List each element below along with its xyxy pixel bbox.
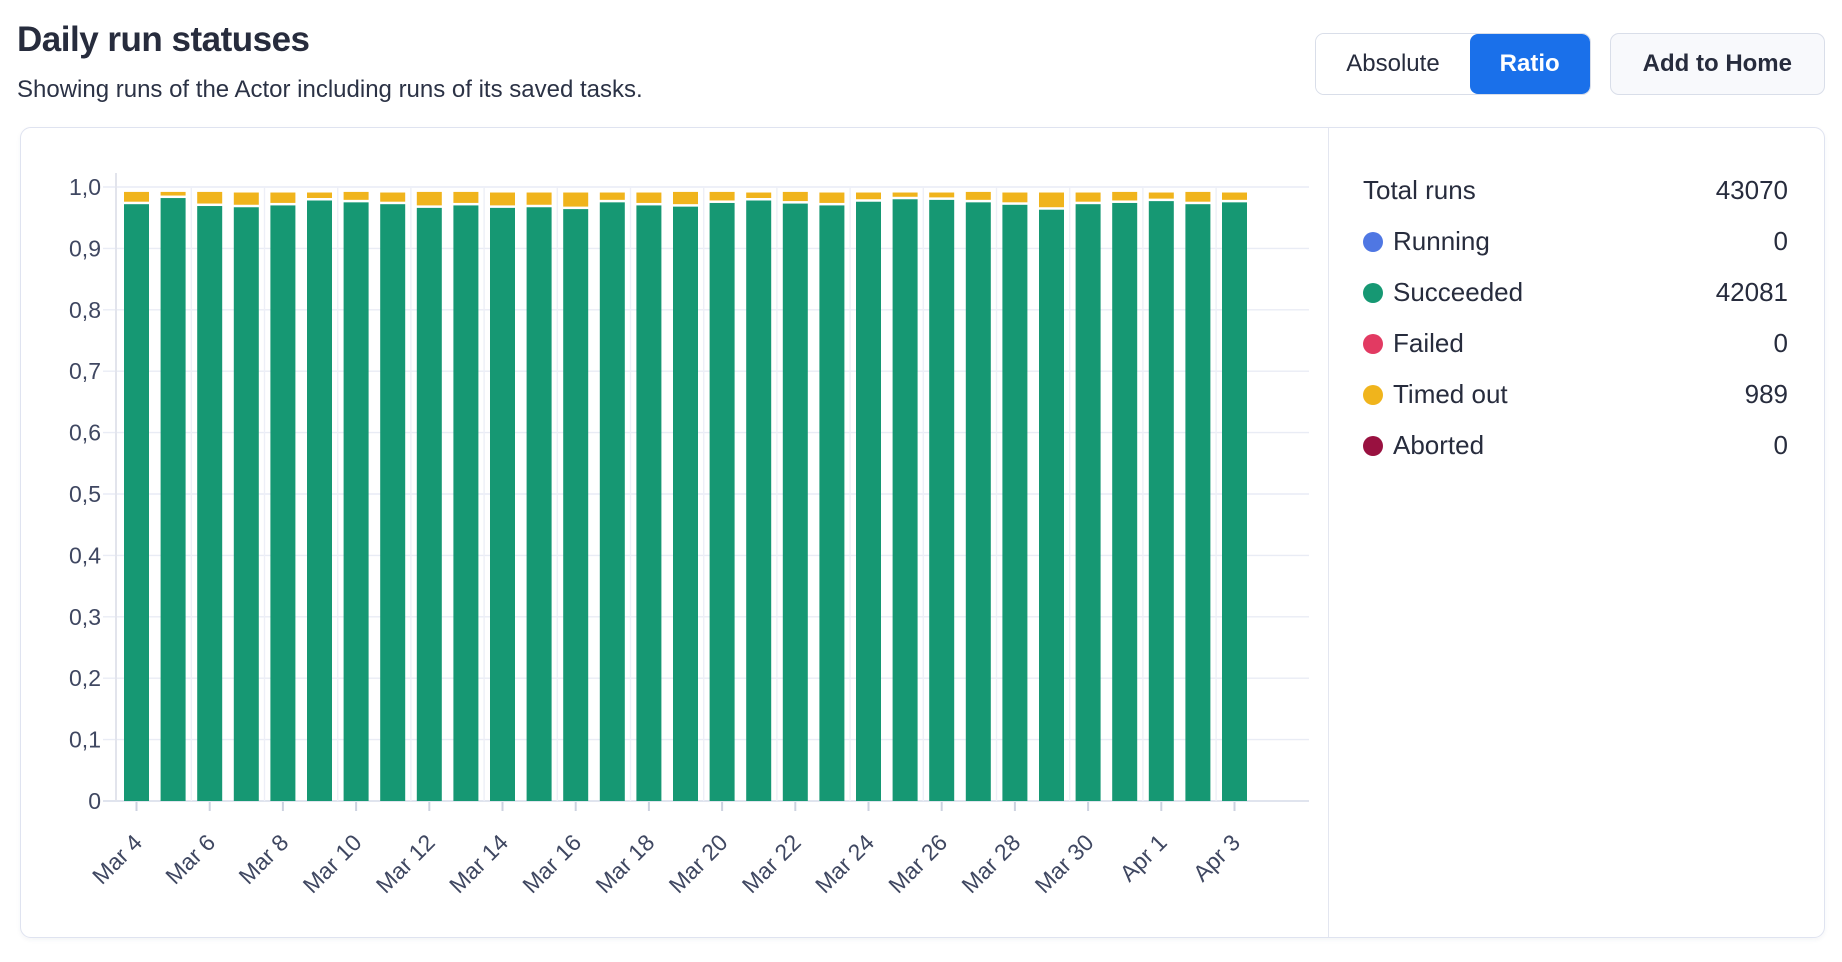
svg-text:Mar 30: Mar 30: [1030, 829, 1099, 898]
add-to-home-button[interactable]: Add to Home: [1609, 33, 1825, 95]
header-actions: Absolute Ratio Add to Home: [1315, 33, 1825, 95]
succeeded-dot-icon: [1363, 282, 1383, 303]
svg-text:Mar 20: Mar 20: [664, 829, 733, 898]
svg-text:0,6: 0,6: [69, 420, 101, 446]
running-dot-icon: [1363, 231, 1383, 252]
running-label: Running: [1393, 226, 1490, 256]
chart-card: 0 0,1 0,2 0,3 0,4 0,5 0,6 0,7 0,8 0,9 1,0 Mar 4 Mar …: [20, 127, 1825, 938]
svg-text:Mar 28: Mar 28: [956, 829, 1025, 898]
aborted-value: 0: [1773, 430, 1788, 460]
svg-text:1,0: 1,0: [69, 174, 101, 200]
svg-text:Mar 4: Mar 4: [87, 829, 147, 889]
svg-text:0,9: 0,9: [69, 235, 101, 261]
svg-text:0,1: 0,1: [69, 727, 101, 753]
page-header: Daily run statuses Showing runs of the A…: [0, 0, 1842, 127]
svg-text:0,4: 0,4: [69, 542, 101, 568]
total-runs-label: Total runs: [1363, 175, 1476, 205]
legend-item-failed: Failed 0: [1363, 318, 1788, 369]
svg-text:0,5: 0,5: [69, 481, 101, 507]
svg-text:Mar 8: Mar 8: [233, 829, 293, 889]
svg-text:Mar 22: Mar 22: [737, 829, 806, 898]
succeeded-value: 42081: [1715, 277, 1788, 307]
chart-plot-area: 0 0,1 0,2 0,3 0,4 0,5 0,6 0,7 0,8 0,9 1,0 Mar 4 Mar …: [21, 128, 1328, 937]
total-runs-value: 43070: [1715, 175, 1788, 205]
svg-text:Mar 10: Mar 10: [298, 829, 367, 898]
svg-text:Mar 16: Mar 16: [517, 829, 586, 898]
legend-panel: Total runs 43070 Running 0 Succeeded 420…: [1328, 128, 1824, 937]
svg-text:0: 0: [88, 788, 101, 814]
legend-item-succeeded: Succeeded 42081: [1363, 267, 1788, 318]
failed-dot-icon: [1363, 333, 1383, 354]
aborted-label: Aborted: [1393, 430, 1485, 460]
aborted-dot-icon: [1363, 435, 1383, 456]
svg-text:0,8: 0,8: [69, 297, 101, 323]
failed-label: Failed: [1393, 328, 1464, 358]
svg-text:0,2: 0,2: [69, 665, 101, 691]
view-mode-toggle: Absolute Ratio: [1315, 33, 1591, 95]
svg-text:Mar 12: Mar 12: [371, 829, 440, 898]
svg-text:Mar 6: Mar 6: [160, 829, 220, 889]
legend-item-aborted: Aborted 0: [1363, 420, 1788, 471]
page-subtitle: Showing runs of the Actor including runs…: [17, 76, 643, 103]
svg-text:Apr 1: Apr 1: [1115, 829, 1172, 886]
svg-text:Mar 14: Mar 14: [444, 829, 513, 898]
svg-text:Apr 3: Apr 3: [1188, 829, 1245, 886]
running-value: 0: [1773, 226, 1788, 256]
absolute-button[interactable]: Absolute: [1316, 34, 1470, 94]
failed-value: 0: [1773, 328, 1788, 358]
svg-text:Mar 24: Mar 24: [810, 829, 879, 898]
ratio-button[interactable]: Ratio: [1469, 34, 1590, 94]
legend-total-row: Total runs 43070: [1363, 165, 1788, 216]
svg-text:0,7: 0,7: [69, 358, 101, 384]
legend-item-timed-out: Timed out 989: [1363, 369, 1788, 420]
svg-text:Mar 26: Mar 26: [883, 829, 952, 898]
timed-out-value: 989: [1744, 379, 1788, 409]
succeeded-label: Succeeded: [1393, 277, 1524, 307]
page-title: Daily run statuses: [17, 20, 310, 59]
svg-text:Mar 18: Mar 18: [590, 829, 659, 898]
timed-out-dot-icon: [1363, 384, 1383, 405]
legend-item-running: Running 0: [1363, 216, 1788, 267]
svg-text:0,3: 0,3: [69, 604, 101, 630]
timed-out-label: Timed out: [1393, 379, 1508, 409]
